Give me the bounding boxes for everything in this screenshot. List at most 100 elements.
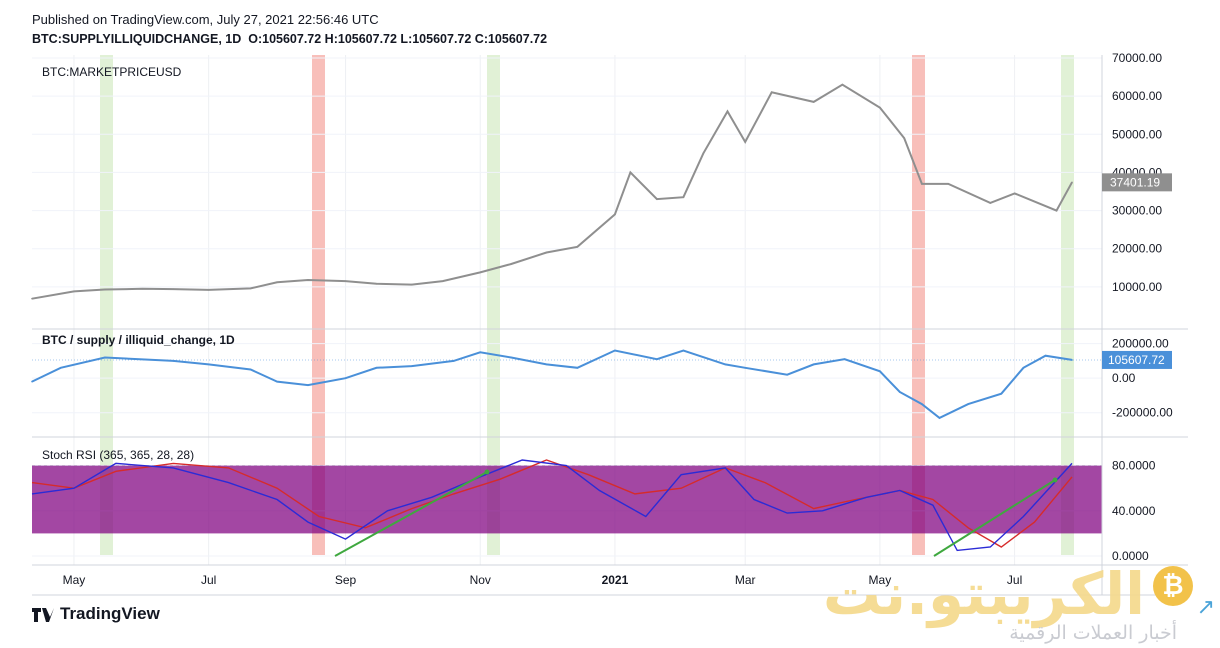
trend-arrow-head (1052, 477, 1058, 483)
price-point (344, 280, 347, 282)
supply-point (938, 417, 941, 419)
supply-point (786, 373, 788, 376)
green-zone (1061, 55, 1074, 555)
supply-point (898, 391, 901, 393)
x-tick-label: Jul (201, 573, 216, 587)
supply-point (614, 349, 616, 352)
red-zone (912, 55, 925, 555)
supply-point (682, 349, 685, 352)
price-point (410, 283, 413, 286)
green-zone (487, 55, 500, 555)
supply-point (276, 380, 278, 383)
price-point (770, 91, 773, 94)
supply-point (375, 367, 378, 369)
supply-point (545, 363, 548, 366)
symbol-line: BTC:SUPPLYILLIQUIDCHANGE, 1D O:105607.72… (32, 32, 547, 46)
tradingview-logo[interactable]: TradingView (32, 604, 160, 624)
watermark-title: الكريبتو.نت (822, 560, 1145, 628)
x-tick-label: Nov (470, 573, 491, 587)
supply-point (744, 367, 747, 369)
price-point (1013, 192, 1016, 195)
supply-point (879, 370, 881, 373)
pane-title: BTC / supply / illiquid_change, 1D (42, 333, 235, 347)
supply-point (307, 384, 309, 386)
price-point (702, 152, 705, 155)
trend-arrow (334, 471, 488, 557)
watermark-subtitle: أخبار العملات الرقمية (1009, 622, 1177, 644)
trend-arrow-head (484, 469, 490, 475)
y-tick-label: 50000.00 (1112, 127, 1162, 141)
price-point (812, 101, 815, 103)
price-point (726, 110, 729, 113)
price-point (31, 297, 33, 300)
price-point (879, 106, 881, 109)
supply-last-label: 105607.72 (1108, 353, 1165, 367)
price-point (682, 196, 685, 199)
y-tick-label: 20000.00 (1112, 242, 1162, 256)
y-tick-label: 30000.00 (1112, 204, 1162, 218)
supply-point (724, 363, 727, 366)
supply-point (344, 377, 347, 379)
supply-point (31, 380, 33, 383)
price-point (207, 289, 210, 291)
price-point (841, 83, 844, 86)
y-tick-label: 70000.00 (1112, 51, 1162, 65)
price-point (73, 290, 75, 293)
y-tick-label: 10000.00 (1112, 280, 1162, 294)
supply-point (410, 365, 413, 367)
price-point (614, 213, 616, 216)
stoch-k-line (31, 459, 1073, 552)
y-tick-label: 0.0000 (1112, 549, 1149, 563)
x-tick-label: May (869, 573, 892, 587)
supply-point (510, 356, 512, 359)
supply-point (1022, 367, 1025, 369)
y-tick-label: 80.0000 (1112, 459, 1156, 473)
supply-point (967, 403, 970, 405)
supply-point (452, 360, 455, 362)
supply-point (812, 363, 815, 366)
stoch-band (32, 465, 1102, 534)
y-tick-label: 200000.00 (1112, 337, 1169, 351)
tradingview-brand: TradingView (60, 604, 160, 623)
supply-point (207, 363, 210, 366)
price-point (545, 251, 548, 254)
y-tick-label: 0.00 (1112, 371, 1136, 385)
price-point (947, 183, 950, 185)
price-point (921, 183, 923, 185)
supply-last-badge (1102, 350, 1172, 369)
stoch-d-line (31, 459, 1073, 548)
price-point (141, 287, 144, 290)
supply-point (59, 367, 62, 369)
supply-point (104, 356, 106, 359)
supply-point (576, 367, 579, 369)
supply-point (479, 351, 482, 354)
price-point (903, 137, 905, 139)
price-point (307, 279, 309, 281)
x-tick-label: May (63, 573, 86, 587)
price-last-label: 37401.19 (1110, 175, 1160, 189)
published-line: Published on TradingView.com, July 27, 2… (32, 12, 379, 27)
supply-point (1044, 354, 1047, 357)
price-point (1055, 209, 1058, 212)
x-tick-label: 2021 (602, 573, 629, 587)
x-tick-label: Sep (335, 573, 357, 587)
price-point (510, 263, 512, 265)
price-point (441, 280, 444, 282)
price-point (989, 202, 992, 204)
price-point (744, 141, 747, 143)
ohlc-values: O:105607.72 H:105607.72 L:105607.72 C:10… (248, 32, 548, 46)
y-tick-label: 40.0000 (1112, 504, 1156, 518)
price-point (375, 283, 378, 285)
pane-title: BTC:MARKETPRICEUSD (42, 65, 182, 79)
y-tick-label: 60000.00 (1112, 89, 1162, 103)
supply-point (172, 360, 175, 362)
tradingview-icon (32, 607, 54, 622)
trend-arrow (933, 479, 1056, 557)
price-point (276, 281, 278, 284)
price-point (1071, 181, 1073, 184)
red-zone (312, 55, 325, 555)
price-point (656, 198, 658, 200)
trend-arrow-icon: ↗ (1196, 594, 1215, 619)
supply-point (1071, 359, 1073, 361)
